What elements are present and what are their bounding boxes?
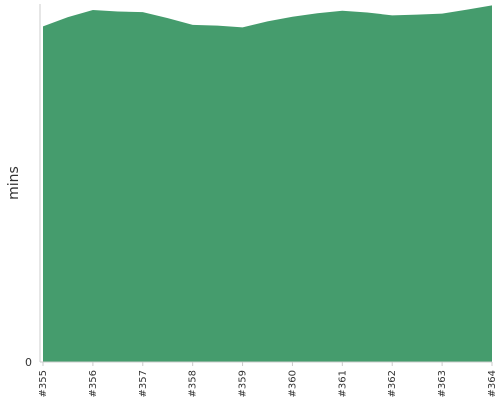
x-tick-label: #356 <box>88 370 99 397</box>
x-tick-label: #360 <box>287 370 298 397</box>
series-area <box>43 5 492 362</box>
y-axis-label: mins <box>6 166 22 200</box>
x-tick-label: #355 <box>38 370 49 397</box>
x-tick-label: #362 <box>387 370 398 397</box>
area-layer <box>43 5 492 362</box>
x-tick-layer: #355 #356 #357 #358 #359 #360 #361 #362 #363 #364 <box>38 362 498 397</box>
x-tick-label: #361 <box>337 370 348 397</box>
x-tick-label: #364 <box>487 370 498 397</box>
x-tick-label: #358 <box>188 370 199 397</box>
y-tick-label: 0 <box>25 356 32 369</box>
x-tick-label: #357 <box>138 370 149 397</box>
y-tick-layer: 0 <box>25 356 32 369</box>
x-tick-label: #359 <box>238 370 249 397</box>
x-tick-label: #363 <box>437 370 448 397</box>
